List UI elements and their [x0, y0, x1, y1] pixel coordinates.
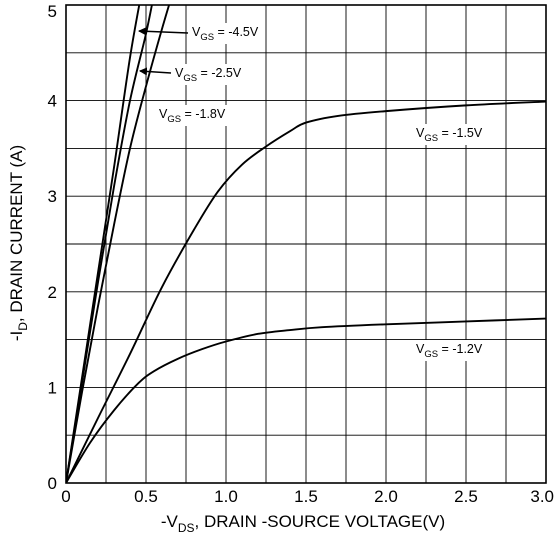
y-axis-label-pre: -I — [7, 331, 26, 341]
curve-label-2: VGS = -2.5V — [172, 64, 245, 85]
series-line-4 — [66, 100, 546, 483]
y-tick-label: 5 — [48, 2, 57, 21]
x-tick-label: 1.0 — [214, 487, 238, 506]
curve-label-post: = -1.2V — [438, 342, 483, 356]
curve-label-pre: V — [175, 66, 184, 80]
x-tick-label: 2.0 — [374, 487, 398, 506]
y-tick-label: 3 — [48, 187, 57, 206]
ticks: 0 0.5 1.0 1.5 2.0 2.5 3.0 0 1 2 3 4 5 — [48, 2, 554, 506]
x-axis-label-sub: DS — [178, 521, 195, 535]
curve-label-pre: V — [159, 107, 168, 121]
curve-label-sub: GS — [167, 114, 181, 125]
x-axis-label: -VDS, DRAIN -SOURCE VOLTAGE(V) — [161, 512, 445, 535]
curve-label-text: VGS = -4.5V — [192, 25, 259, 43]
series-line-3 — [66, 5, 171, 483]
curve-label-text: VGS = -1.2V — [416, 342, 483, 360]
curve-label-text: VGS = -2.5V — [175, 66, 242, 84]
curve-label-pre: V — [192, 25, 201, 39]
label-arrow-1 — [138, 27, 189, 36]
x-tick-label: 3.0 — [530, 487, 554, 506]
x-axis-label-pre: -V — [161, 512, 179, 531]
curve-label-pre: V — [416, 126, 425, 140]
curve-label-5: VGS = -1.2V — [413, 340, 486, 361]
x-tick-label: 0 — [61, 487, 70, 506]
y-tick-label: 1 — [48, 378, 57, 397]
y-axis-label-sub: D — [16, 322, 30, 331]
y-tick-label: 4 — [48, 92, 57, 111]
y-tick-label: 0 — [48, 474, 57, 493]
curves — [66, 5, 546, 483]
x-tick-label: 0.5 — [134, 487, 158, 506]
curve-label-4: VGS = -1.5V — [413, 124, 486, 145]
x-axis-label-post: , DRAIN -SOURCE VOLTAGE(V) — [195, 512, 446, 531]
x-tick-label: 1.5 — [294, 487, 318, 506]
curve-label-sub: GS — [424, 349, 438, 360]
y-axis-label-post: , DRAIN CURRENT (A) — [7, 145, 26, 322]
curve-label-sub: GS — [183, 73, 197, 84]
curve-label-pre: V — [416, 342, 425, 356]
curve-label-3: VGS = -1.8V — [156, 105, 229, 126]
curve-label-text: VGS = -1.8V — [159, 107, 226, 125]
y-tick-label: 2 — [48, 283, 57, 302]
y-axis-label: -ID, DRAIN CURRENT (A) — [7, 145, 30, 341]
curve-label-text: VGS = -1.5V — [416, 126, 483, 144]
series-line-2 — [66, 5, 153, 483]
plot-frame — [65, 4, 547, 484]
x-tick-label: 2.5 — [454, 487, 478, 506]
curve-label-sub: GS — [424, 133, 438, 144]
curve-label-post: = -4.5V — [214, 25, 259, 39]
series-line-5 — [66, 317, 546, 483]
curve-label-post: = -1.8V — [181, 107, 226, 121]
curve-label-1: VGS = -4.5V — [189, 23, 262, 44]
curve-label-sub: GS — [200, 32, 214, 43]
grid — [66, 5, 546, 483]
curve-label-post: = -1.5V — [438, 126, 483, 140]
label-arrow-2 — [139, 67, 172, 76]
curve-label-post: = -2.5V — [197, 66, 242, 80]
